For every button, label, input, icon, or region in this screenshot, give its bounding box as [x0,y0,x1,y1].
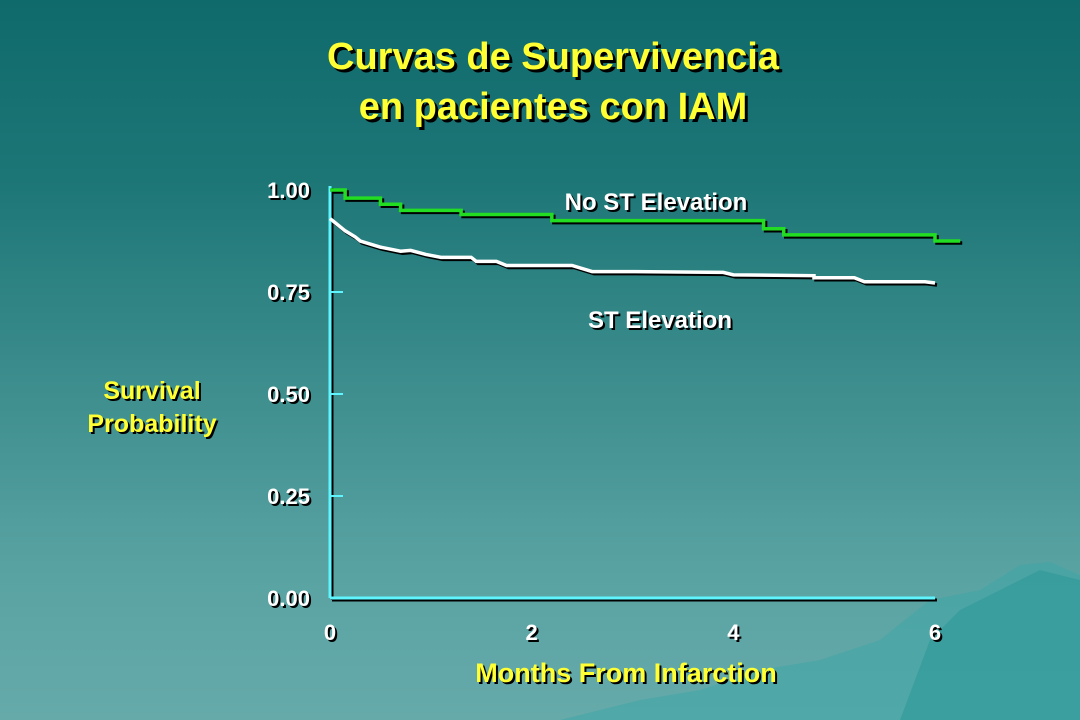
y-tick-label: 0.00 [267,586,310,611]
x-tick-label: 0 [324,620,336,645]
annotation-st-elevation-shadow: ST Elevation [590,309,734,336]
y-axis-label-line-1: Survival [103,377,201,405]
annotation-st-elevation: ST Elevation [588,307,732,334]
y-tick-label-shadow: 0.75 [269,282,312,307]
x-tick-label-shadow: 6 [931,622,943,647]
x-axis-label: Months From Infarction [475,658,777,688]
y-axis-label-line-2: Probability [87,410,217,438]
y-tick-label-shadow: 0.00 [269,588,312,613]
y-tick-label: 0.50 [267,382,310,407]
x-tick-label: 4 [727,620,740,645]
y-tick-label: 0.25 [267,484,310,509]
series-line-no-st-elevation [330,188,961,243]
page-title: Curvas de Supervivencia en pacientes con… [0,32,1080,132]
y-axis-label: Survival Probability [42,375,262,441]
x-tick-label-shadow: 4 [729,622,742,647]
series-line-st-elevation [328,217,936,285]
annotation-no-st-elevation: No ST Elevation [565,189,748,216]
y-tick-label: 0.75 [267,280,310,305]
y-tick-label-shadow: 1.00 [269,180,312,205]
y-tick-label-shadow: 0.50 [269,384,312,409]
title-line-2: en pacientes con IAM [358,86,748,128]
x-tick-label: 6 [929,620,941,645]
title-line-1: Curvas de Supervivencia [327,36,779,78]
annotation-no-st-elevation-shadow: No ST Elevation [567,191,750,218]
x-tick-label: 2 [526,620,538,645]
x-tick-label-shadow: 0 [326,622,338,647]
y-tick-label-shadow: 0.25 [269,486,312,511]
x-tick-label-shadow: 2 [528,622,540,647]
y-tick-label: 1.00 [267,178,310,203]
